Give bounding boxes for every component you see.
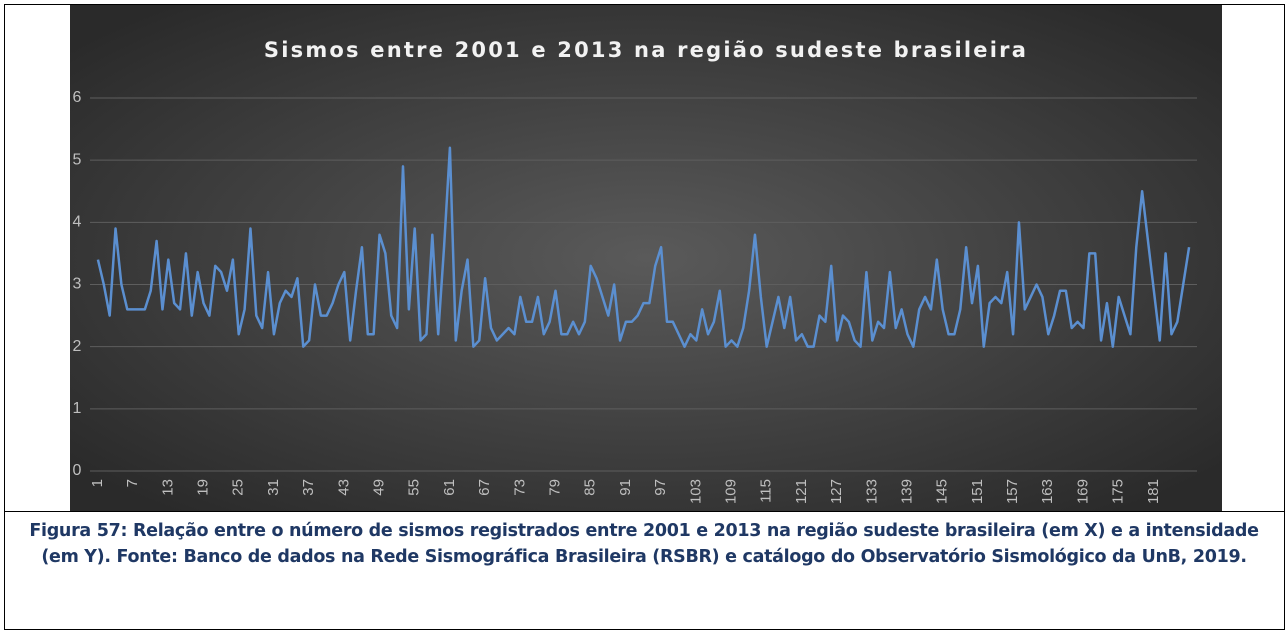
x-tick-label: 163 [1039,479,1056,504]
x-tick-label: 31 [265,479,282,496]
x-tick-label: 103 [687,479,704,504]
chart-background [70,5,1222,511]
x-tick-label: 157 [1004,479,1021,504]
y-tick-label: 2 [73,338,82,355]
data-line [96,146,1191,348]
x-tick-label: 19 [194,479,211,496]
x-tick-label: 169 [1074,479,1091,504]
x-tick-label: 1 [89,479,106,487]
y-tick-label: 3 [73,276,82,293]
chart: Sismos entre 2001 e 2013 na região sudes… [70,5,1222,511]
x-tick-label: 109 [722,479,739,504]
separator [4,511,1285,512]
figure-caption: Figura 57: Relação entre o número de sis… [29,521,1259,567]
chart-title: Sismos entre 2001 e 2013 na região sudes… [264,38,1028,62]
x-tick-label: 139 [898,479,915,504]
x-tick-label: 37 [300,479,317,496]
x-tick-label: 55 [406,479,423,496]
x-tick-label: 49 [370,479,387,496]
x-tick-label: 97 [652,479,669,496]
y-tick-label: 5 [73,151,82,168]
x-tick-label: 121 [793,479,810,504]
x-tick-label: 181 [1145,479,1162,504]
x-tick-label: 175 [1110,479,1127,504]
x-tick-label: 127 [828,479,845,504]
x-tick-label: 133 [863,479,880,504]
x-tick-label: 79 [546,479,563,496]
x-tick-label: 115 [758,479,775,503]
x-tick-label: 91 [617,479,634,496]
x-tick-label: 151 [969,479,986,504]
x-tick-label: 145 [934,479,951,504]
x-tick-label: 73 [511,479,528,496]
x-tick-label: 25 [230,479,247,496]
x-tick-label: 61 [441,479,458,496]
x-tick-label: 67 [476,479,493,496]
y-tick-label: 1 [73,400,82,417]
page-frame [4,4,1285,630]
x-tick-label: 85 [582,479,599,496]
x-tick-label: 7 [124,479,141,487]
y-tick-label: 6 [73,89,82,106]
x-tick-label: 13 [159,479,176,496]
y-tick-label: 0 [73,462,82,479]
y-tick-label: 4 [73,214,82,231]
x-tick-label: 43 [335,479,352,496]
